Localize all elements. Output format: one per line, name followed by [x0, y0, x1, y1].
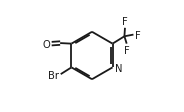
- Text: Br: Br: [48, 70, 59, 80]
- Text: N: N: [115, 64, 123, 74]
- Text: O: O: [43, 39, 50, 49]
- Text: F: F: [135, 30, 141, 40]
- Text: F: F: [122, 17, 128, 27]
- Text: F: F: [124, 46, 130, 55]
